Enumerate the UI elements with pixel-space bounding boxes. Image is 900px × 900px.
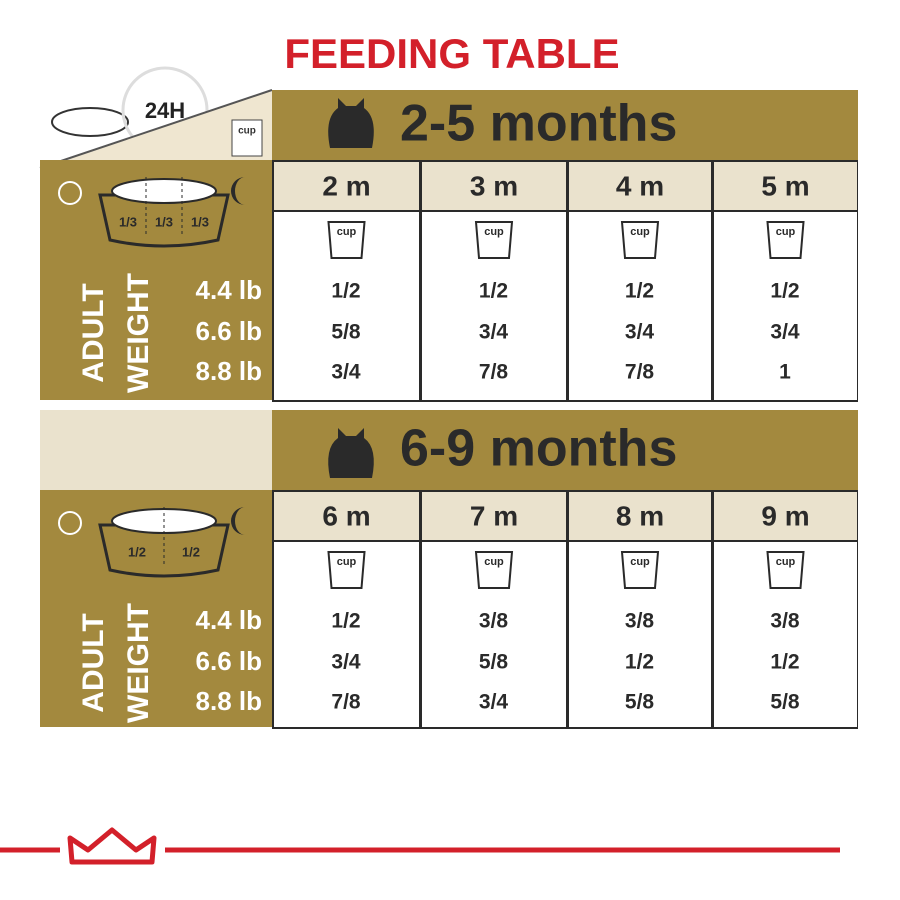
content: 2-5 months 2 m cup 3 m cup 4 m cup 5 m cup 1/2 1/2… xyxy=(40,90,858,729)
bowl-portion: 1/3 xyxy=(119,214,137,229)
portion-value: 1 xyxy=(779,361,791,384)
bowl-portion: 1/3 xyxy=(191,214,209,229)
kitten-icon xyxy=(328,428,374,478)
month-label: 9 m xyxy=(761,500,809,531)
month-label: 7 m xyxy=(470,500,518,531)
month-cell xyxy=(422,492,566,540)
month-cell xyxy=(714,162,857,210)
cup-icon xyxy=(620,551,660,589)
portion-value: 1/2 xyxy=(625,651,654,674)
portion-value: 3/4 xyxy=(331,651,361,674)
month-label: 3 m xyxy=(470,170,518,201)
portion-value: 1/2 xyxy=(479,280,508,303)
age-label: 6-9 months xyxy=(400,420,677,478)
cup-label: cup xyxy=(337,226,357,238)
bowl-portion: 1/2 xyxy=(182,544,200,559)
month-cell xyxy=(274,492,419,540)
cup-label: cup xyxy=(337,556,357,568)
portion-value: 7/8 xyxy=(479,361,509,384)
weight-label: 6.6 lb xyxy=(196,316,262,346)
bowl-portion: 1/3 xyxy=(155,214,173,229)
weight-label: 4.4 lb xyxy=(196,275,262,305)
portion-value: 3/4 xyxy=(479,321,509,344)
portion-value: 5/8 xyxy=(770,691,800,714)
side-label: WEIGHT xyxy=(122,603,155,723)
portion-value: 3/4 xyxy=(625,321,655,344)
month-cell xyxy=(274,162,419,210)
weight-label: 8.8 lb xyxy=(196,356,262,386)
month-cell xyxy=(569,162,711,210)
month-cell xyxy=(714,492,857,540)
cup-label: cup xyxy=(484,226,504,238)
food-bowl xyxy=(98,193,230,248)
cup-icon xyxy=(766,221,805,259)
cup-label: cup xyxy=(630,556,650,568)
cup-icon xyxy=(474,221,514,259)
portion-value: 3/4 xyxy=(770,321,800,344)
portion-value: 7/8 xyxy=(625,361,655,384)
corner-line xyxy=(39,89,273,169)
kibble xyxy=(111,178,217,204)
month-cell xyxy=(569,492,711,540)
cup-icon xyxy=(474,551,514,589)
cup-icon xyxy=(620,221,660,259)
cup-icon xyxy=(766,551,805,589)
portion-value: 5/8 xyxy=(331,321,361,344)
moon-icon xyxy=(231,177,245,205)
duration: 24H xyxy=(145,98,185,123)
sun-icon xyxy=(58,181,82,205)
sun-icon xyxy=(58,511,82,535)
crown-logo xyxy=(67,827,157,865)
cup-label: cup xyxy=(238,126,256,137)
side-label: ADULT xyxy=(77,283,110,382)
weight-label: 8.8 lb xyxy=(196,686,262,716)
cup-icon xyxy=(327,551,366,589)
bowl-icon xyxy=(51,107,129,137)
side-label: ADULT xyxy=(77,613,110,712)
portion-value: 5/8 xyxy=(625,691,655,714)
portion-value: 3/8 xyxy=(625,610,655,633)
portion-value: 1/2 xyxy=(770,280,799,303)
portion-value: 7/8 xyxy=(331,691,361,714)
month-label: 5 m xyxy=(761,170,809,201)
month-label: 8 m xyxy=(616,500,664,531)
portion-value: 3/4 xyxy=(479,691,509,714)
moon-icon xyxy=(231,507,245,535)
weight-label: 6.6 lb xyxy=(196,646,262,676)
month-label: 2 m xyxy=(322,170,370,201)
portion-value: 3/4 xyxy=(331,361,361,384)
age-label: 2-5 months xyxy=(400,95,677,153)
cup-label: cup xyxy=(630,226,650,238)
portion-value: 3/8 xyxy=(770,610,800,633)
portion-value: 1/2 xyxy=(331,280,360,303)
cup-icon xyxy=(327,221,366,259)
portion-value: 3/8 xyxy=(479,610,509,633)
food-bowl xyxy=(98,523,230,578)
spacer xyxy=(40,410,272,490)
cup-icon xyxy=(231,119,263,157)
title: FEEDING TABLE xyxy=(284,30,619,77)
month-cell xyxy=(422,162,566,210)
portion-value: 5/8 xyxy=(479,651,509,674)
kitten-icon xyxy=(328,98,374,148)
month-label: 6 m xyxy=(322,500,370,531)
cup-label: cup xyxy=(776,556,796,568)
portion-value: 1/2 xyxy=(770,651,799,674)
month-label: 4 m xyxy=(616,170,664,201)
bowl-portion: 1/2 xyxy=(128,544,146,559)
weight-label: 4.4 lb xyxy=(196,605,262,635)
portion-value: 1/2 xyxy=(331,610,360,633)
cup-label: cup xyxy=(484,556,504,568)
cup-label: cup xyxy=(776,226,796,238)
portion-value: 1/2 xyxy=(625,280,654,303)
side-label: WEIGHT xyxy=(122,273,155,393)
